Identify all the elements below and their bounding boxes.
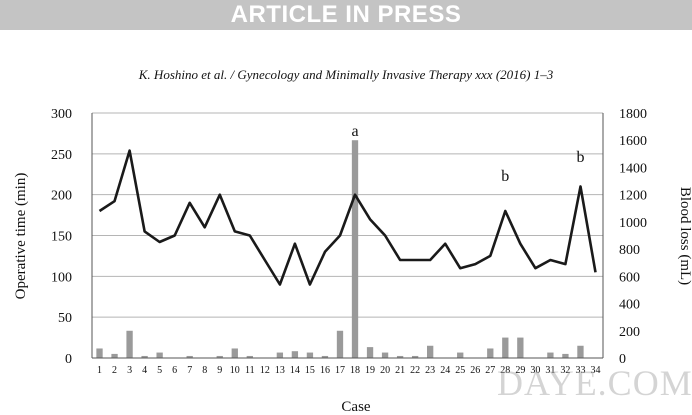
- x-tick-label: 1: [97, 365, 102, 376]
- blood-loss-bar: [141, 355, 148, 358]
- blood-loss-bar: [547, 352, 554, 358]
- blood-loss-bar: [351, 140, 359, 358]
- x-tick-label: 12: [260, 365, 270, 376]
- x-tick-label: 6: [172, 365, 177, 376]
- citation-line: K. Hoshino et al. / Gynecology and Minim…: [138, 67, 554, 82]
- x-tick-label: 34: [590, 365, 600, 376]
- x-tick-label: 17: [335, 365, 345, 376]
- x-tick-label: 27: [485, 365, 495, 376]
- blood-loss-bar: [487, 348, 494, 358]
- right-tick-label: 1200: [619, 189, 647, 204]
- x-tick-label: 19: [365, 365, 375, 376]
- x-tick-label: 24: [440, 365, 450, 376]
- blood-loss-bar: [306, 352, 314, 358]
- x-tick-label: 14: [290, 365, 300, 376]
- x-tick-label: 31: [545, 365, 555, 376]
- operative-time-line: [98, 149, 597, 286]
- x-tick-label: 20: [380, 365, 390, 376]
- right-tick-label: 200: [619, 325, 640, 340]
- annotation-label: a: [351, 123, 358, 140]
- blood-loss-bar: [156, 352, 163, 358]
- right-tick-label: 1000: [619, 216, 647, 231]
- blood-loss-bar: [276, 352, 284, 358]
- blood-loss-bar: [246, 355, 253, 358]
- blood-loss-bars: [96, 140, 584, 358]
- blood-loss-bar: [96, 348, 103, 358]
- left-tick-label: 300: [51, 107, 72, 122]
- right-axis-label: Blood loss (mL): [677, 187, 692, 285]
- x-tick-label: 15: [305, 365, 315, 376]
- x-tick-label: 10: [230, 365, 240, 376]
- blood-loss-bar: [186, 355, 193, 358]
- blood-loss-bar: [502, 337, 509, 358]
- left-axis-label: Operative time (min): [13, 173, 29, 300]
- x-tick-label: 32: [560, 365, 570, 376]
- x-tick-label: 22: [410, 365, 420, 376]
- x-tick-label: 25: [455, 365, 465, 376]
- left-tick-label: 50: [58, 311, 72, 326]
- annotation-label: b: [576, 149, 584, 166]
- blood-loss-bar: [577, 345, 584, 358]
- blood-loss-bar: [457, 352, 464, 358]
- x-tick-label: 13: [275, 365, 285, 376]
- blood-loss-bar: [366, 347, 374, 358]
- blood-loss-bar: [411, 355, 419, 358]
- x-tick-label: 7: [187, 365, 192, 376]
- blood-loss-bar: [231, 348, 238, 358]
- blood-loss-bar: [562, 353, 569, 358]
- x-tick-label: 9: [217, 365, 222, 376]
- x-tick-label: 11: [245, 365, 255, 376]
- x-axis-label: Case: [341, 399, 371, 415]
- x-tick-label: 4: [142, 365, 147, 376]
- right-tick-label: 0: [619, 352, 626, 367]
- left-tick-label: 250: [51, 148, 72, 163]
- x-tick-label: 23: [425, 365, 435, 376]
- blood-loss-bar: [126, 330, 133, 358]
- blood-loss-bar: [321, 355, 329, 358]
- blood-loss-bar: [517, 337, 524, 358]
- blood-loss-bar: [291, 351, 299, 358]
- blood-loss-bar: [381, 352, 389, 358]
- right-axis-ticks: 0 200 400 600 800 1000 1200 1400 1600 1800: [619, 107, 647, 367]
- right-tick-label: 1800: [619, 107, 647, 122]
- grid-lines: [92, 112, 603, 318]
- x-tick-label: 28: [500, 365, 510, 376]
- right-tick-label: 800: [619, 243, 640, 258]
- left-axis-ticks: 0 50 100 150 200 250 300: [51, 107, 72, 367]
- x-tick-label: 16: [320, 365, 330, 376]
- blood-loss-bar: [336, 330, 344, 358]
- plot-frame: [91, 113, 604, 359]
- x-tick-label: 8: [202, 365, 207, 376]
- right-tick-label: 1600: [619, 134, 647, 149]
- x-tick-label: 21: [395, 365, 405, 376]
- x-tick-label: 3: [127, 365, 132, 376]
- blood-loss-bar: [111, 353, 118, 358]
- watermark-text: DAYE.COM: [497, 363, 692, 403]
- x-tick-label: 29: [515, 365, 525, 376]
- blood-loss-bar: [216, 355, 223, 358]
- x-tick-label: 30: [530, 365, 540, 376]
- right-tick-label: 600: [619, 270, 640, 285]
- x-tick-label: 33: [575, 365, 585, 376]
- annotations: a b b: [351, 123, 584, 185]
- blood-loss-bar: [427, 345, 434, 358]
- x-tick-label: 26: [470, 365, 480, 376]
- x-axis-ticks: 1 2 3 4 5 6 7 8 9 10 11 12 13 14 15 16 17 18 19 20 21 22 23 24 2…: [97, 365, 600, 376]
- article-banner: [0, 0, 692, 30]
- banner-title: ARTICLE IN PRESS: [230, 1, 462, 28]
- left-tick-label: 100: [51, 270, 72, 285]
- right-tick-label: 400: [619, 298, 640, 313]
- blood-loss-bar: [396, 355, 404, 358]
- x-tick-label: 18: [350, 365, 360, 376]
- left-tick-label: 200: [51, 189, 72, 204]
- x-tick-label: 5: [157, 365, 162, 376]
- x-tick-label: 2: [112, 365, 117, 376]
- left-tick-label: 150: [51, 230, 72, 245]
- right-tick-label: 1400: [619, 161, 647, 176]
- annotation-label: b: [501, 168, 509, 185]
- left-tick-label: 0: [65, 352, 72, 367]
